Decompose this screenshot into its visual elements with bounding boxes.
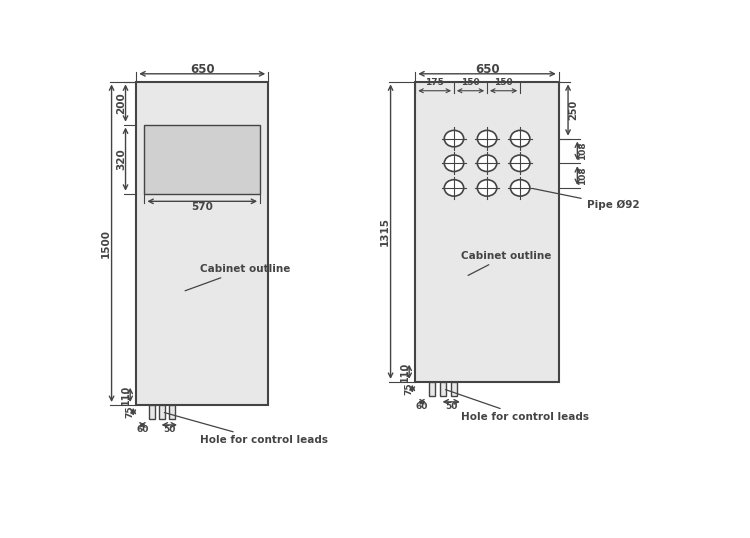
Text: Pipe Ø92: Pipe Ø92 [532,188,639,210]
Ellipse shape [477,155,496,172]
Text: 110: 110 [400,362,410,382]
Text: 200: 200 [116,92,126,114]
Text: 1500: 1500 [101,229,111,258]
Text: 650: 650 [190,63,214,76]
Text: 110: 110 [121,385,130,405]
Bar [145,125,260,194]
Text: 150: 150 [461,78,480,87]
Text: 1315: 1315 [380,217,390,246]
Text: 650: 650 [475,63,500,76]
Text: 108: 108 [578,141,587,160]
Bar [416,81,559,382]
Bar [169,405,175,419]
Ellipse shape [477,130,496,147]
Text: Cabinet outline: Cabinet outline [461,251,552,275]
Bar [148,405,154,419]
Text: 60: 60 [136,425,148,434]
Text: 75: 75 [404,383,413,395]
Text: Hole for control leads: Hole for control leads [164,413,328,445]
Bar [136,81,268,405]
Text: 50: 50 [164,425,176,434]
Ellipse shape [511,155,530,172]
Text: 108: 108 [578,166,587,185]
Ellipse shape [444,155,464,172]
Text: 50: 50 [445,402,458,411]
Text: 150: 150 [494,78,513,87]
Text: 60: 60 [416,402,428,411]
Bar [451,382,458,395]
Bar [159,405,165,419]
Text: Hole for control leads: Hole for control leads [446,390,590,422]
Ellipse shape [444,130,464,147]
Ellipse shape [511,130,530,147]
Text: 320: 320 [116,148,126,170]
Ellipse shape [444,180,464,196]
Bar [428,382,435,395]
Text: 250: 250 [568,100,578,120]
Ellipse shape [511,180,530,196]
Bar [440,382,446,395]
Ellipse shape [477,180,496,196]
Text: 175: 175 [425,78,444,87]
Text: 75: 75 [125,406,134,418]
Text: 570: 570 [191,202,213,211]
Text: Cabinet outline: Cabinet outline [185,264,290,291]
